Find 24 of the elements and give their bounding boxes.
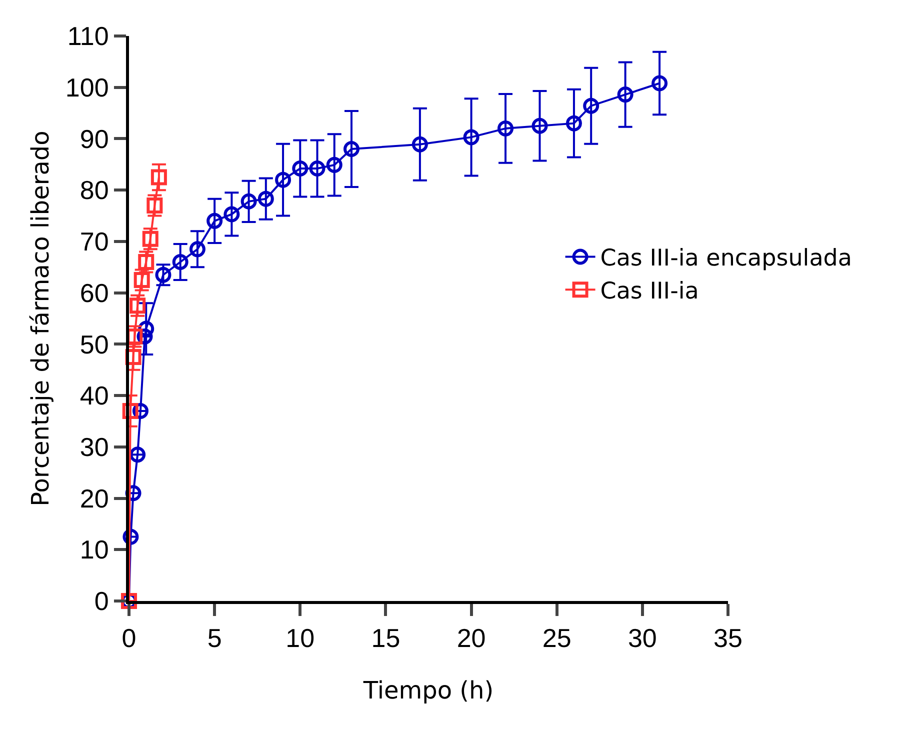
- y-tick-label: 100: [65, 72, 109, 102]
- x-tick-label: 25: [542, 623, 572, 654]
- y-tick-label: 60: [80, 278, 109, 308]
- y-tick-label: 70: [80, 226, 109, 257]
- y-tick-label: 10: [80, 534, 109, 565]
- legend-label: Cas III-ia: [600, 278, 699, 305]
- x-tick-label: 10: [286, 623, 315, 654]
- y-tick-label: 30: [80, 432, 109, 462]
- x-tick-label: 35: [714, 623, 742, 654]
- y-axis-title: Porcentaje de fármaco liberado: [26, 130, 55, 506]
- x-tick-label: 30: [628, 623, 657, 654]
- x-tick-label: 5: [207, 623, 222, 654]
- x-tick-label: 15: [371, 623, 400, 654]
- x-axis-title: Tiempo (h): [362, 676, 494, 704]
- legend-label: Cas III-ia encapsulada: [600, 246, 852, 272]
- x-tick-label: 0: [122, 623, 136, 654]
- y-tick-label: 50: [80, 329, 109, 360]
- y-tick-label: 20: [80, 483, 109, 514]
- y-tick-label: 0: [94, 586, 109, 616]
- x-tick-label: 20: [456, 623, 486, 654]
- y-tick-label: 90: [80, 124, 109, 154]
- y-tick-label: 40: [80, 380, 109, 411]
- y-tick-label: 110: [67, 21, 109, 52]
- y-tick-label: 80: [80, 175, 109, 206]
